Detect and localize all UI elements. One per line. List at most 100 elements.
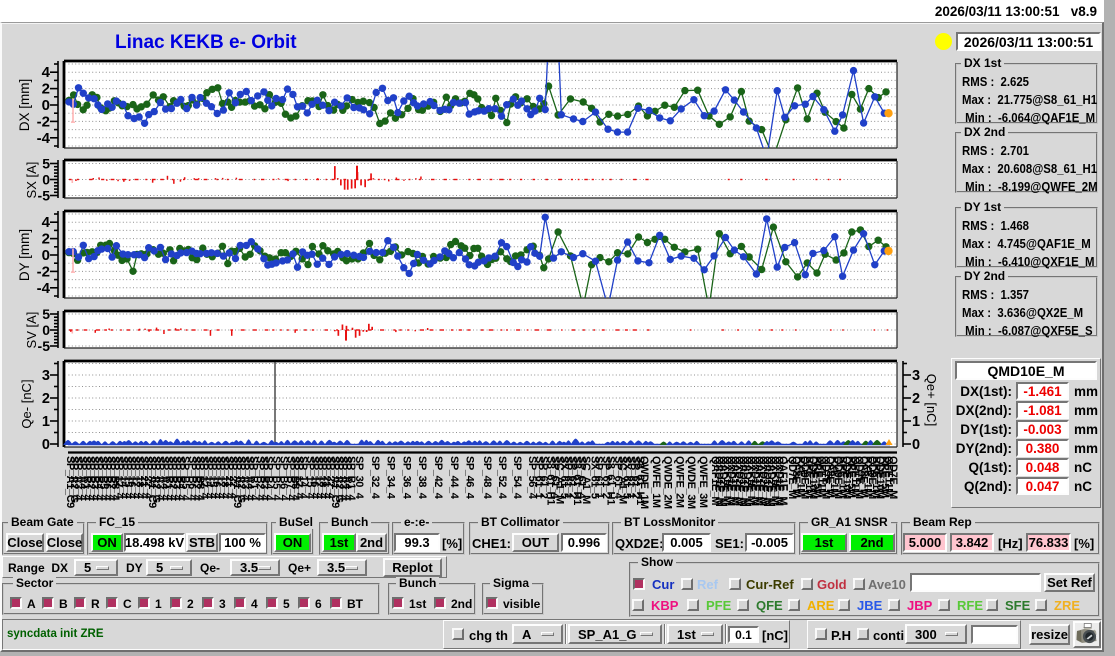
svg-text:SP_46_4: SP_46_4 (464, 456, 476, 500)
svg-text:S8_61_H1: S8_61_H1 (634, 456, 646, 505)
svg-text:SP_22_4: SP_22_4 (142, 456, 154, 500)
svg-text:SP_B3_4: SP_B3_4 (89, 456, 101, 502)
svg-text:SP_12_4: SP_12_4 (198, 456, 210, 500)
svg-text:QDE10M: QDE10M (874, 456, 886, 499)
svg-text:0: 0 (42, 97, 50, 114)
svg-text:SP_30_4: SP_30_4 (353, 456, 365, 500)
svg-text:QFE11M: QFE11M (883, 456, 895, 497)
svg-text:SP_A3_4: SP_A3_4 (337, 456, 349, 502)
svg-text:QAD2E_M: QAD2E_M (741, 456, 753, 507)
svg-text:QD7E_M: QD7E_M (820, 456, 832, 499)
svg-text:SP_B1_4: SP_B1_4 (80, 456, 92, 502)
svg-text:QD9E_M: QD9E_M (866, 456, 878, 499)
svg-text:Qe+ [nC]: Qe+ [nC] (924, 374, 939, 426)
svg-text:PRE_5M: PRE_5M (878, 456, 890, 498)
svg-text:SP_16_4: SP_16_4 (126, 456, 138, 500)
svg-text:QWDE_3M: QWDE_3M (685, 456, 697, 509)
svg-text:SP_B4_4: SP_B4_4 (93, 456, 105, 502)
svg-text:DY [mm]: DY [mm] (17, 229, 32, 281)
svg-text:SP_A4_4: SP_A4_4 (76, 456, 88, 502)
svg-text:SP_22_4: SP_22_4 (227, 456, 239, 500)
svg-text:SP_B1_4: SP_B1_4 (162, 456, 174, 502)
svg-text:SP_A3_4: SP_A3_4 (239, 456, 251, 502)
svg-text:QF8E_M: QF8E_M (857, 456, 869, 498)
svg-text:SC_A1_M: SC_A1_M (616, 456, 628, 504)
svg-text:-2: -2 (37, 113, 50, 130)
svg-text:SP_16_4: SP_16_4 (211, 456, 223, 500)
svg-text:-5: -5 (38, 188, 51, 204)
svg-text:SP_16_4: SP_16_4 (308, 456, 320, 500)
svg-text:QF8E_M: QF8E_M (790, 456, 802, 498)
svg-text:QAF1E_M: QAF1E_M (753, 456, 765, 505)
svg-text:SP_14_4: SP_14_4 (117, 456, 129, 500)
svg-text:0: 0 (42, 172, 50, 188)
svg-text:QXF1E_M: QXF1E_M (745, 456, 757, 505)
svg-text:SP_15_4: SP_15_4 (121, 456, 133, 500)
svg-text:5: 5 (42, 156, 50, 172)
svg-text:SP_A3_4: SP_A3_4 (154, 456, 166, 502)
svg-text:QXD1E_M: QXD1E_M (749, 456, 761, 506)
svg-text:SP_56_4: SP_56_4 (526, 456, 538, 500)
svg-text:SP_B4_4: SP_B4_4 (175, 456, 187, 502)
svg-text:SP_15_4: SP_15_4 (206, 456, 218, 500)
svg-text:SP_44_4: SP_44_4 (448, 456, 460, 500)
svg-text:SP_A1_C9: SP_A1_C9 (64, 456, 76, 508)
svg-text:SP_B7_4: SP_B7_4 (190, 456, 202, 502)
svg-text:QWFE_3M: QWFE_3M (697, 456, 709, 508)
svg-text:QAD2E_M: QAD2E_M (717, 456, 729, 507)
svg-text:QWFE_1M: QWFE_1M (650, 456, 662, 508)
svg-text:SP_22_4: SP_22_4 (325, 456, 337, 500)
svg-text:SP_B2_4: SP_B2_4 (254, 456, 266, 502)
svg-text:S8_61_H1: S8_61_H1 (605, 456, 617, 505)
svg-text:SP_61_1: SP_61_1 (625, 456, 637, 499)
svg-text:SP_B8_4: SP_B8_4 (194, 456, 206, 502)
svg-text:SP_A2_G: SP_A2_G (68, 456, 80, 503)
svg-text:0: 0 (912, 437, 920, 453)
svg-text:SP_14_4: SP_14_4 (297, 456, 309, 500)
svg-text:SP_32_4: SP_32_4 (369, 456, 381, 500)
svg-text:QWFE_2M: QWFE_2M (673, 456, 685, 508)
svg-text:-2: -2 (37, 263, 50, 280)
svg-text:QAD2E_M: QAD2E_M (765, 456, 777, 507)
svg-text:SP_61_4: SP_61_4 (612, 456, 624, 500)
svg-text:SP_B5_4: SP_B5_4 (270, 456, 282, 502)
svg-text:QD9E_M: QD9E_M (832, 456, 844, 499)
svg-text:SP_A2_G: SP_A2_G (235, 456, 247, 503)
svg-text:1: 1 (42, 414, 50, 430)
svg-text:SP_B1_4: SP_B1_4 (345, 456, 357, 502)
svg-text:QXD1E_M: QXD1E_M (725, 456, 737, 506)
svg-text:PRE_5M: PRE_5M (811, 456, 823, 498)
svg-text:QXD2E_M: QXD2E_M (757, 456, 769, 506)
svg-text:PXE_1M: PXE_1M (828, 456, 840, 497)
svg-text:SP_52_4: SP_52_4 (496, 456, 508, 500)
svg-text:SP_61_1: SP_61_1 (562, 456, 574, 499)
svg-text:SP_38_4: SP_38_4 (416, 456, 428, 500)
svg-text:SP_34_4: SP_34_4 (385, 456, 397, 500)
svg-text:SP_B2_4: SP_B2_4 (85, 456, 97, 502)
svg-text:SP_61_1: SP_61_1 (593, 456, 605, 499)
svg-text:QAD1E_M: QAD1E_M (713, 456, 725, 507)
svg-text:SP_54_4: SP_54_4 (511, 456, 523, 500)
svg-text:SP_18_4: SP_18_4 (134, 456, 146, 500)
svg-text:S8_61_H1: S8_61_H1 (545, 456, 557, 505)
svg-text:SP_B6_4: SP_B6_4 (277, 456, 289, 502)
svg-text:SP_B5_4: SP_B5_4 (97, 456, 109, 502)
svg-text:QXF1E_M: QXF1E_M (721, 456, 733, 505)
svg-text:BPE_1M: BPE_1M (870, 456, 882, 498)
svg-text:PXE_1M: PXE_1M (794, 456, 806, 497)
svg-text:SP_48_4: SP_48_4 (481, 456, 493, 500)
svg-text:QD7E_M: QD7E_M (887, 456, 899, 499)
svg-text:QWDE_2M: QWDE_2M (662, 456, 674, 509)
svg-text:SP_18_4: SP_18_4 (219, 456, 231, 500)
svg-text:SP_A3_4: SP_A3_4 (72, 456, 84, 502)
svg-text:QDE10M: QDE10M (841, 456, 853, 499)
svg-text:BPE_1M: BPE_1M (836, 456, 848, 498)
svg-text:SP_61_1: SP_61_1 (533, 456, 545, 499)
svg-text:QAD1E_M: QAD1E_M (761, 456, 773, 507)
svg-text:QAF1E_M: QAF1E_M (777, 456, 789, 505)
svg-text:SP_A4_4: SP_A4_4 (158, 456, 170, 502)
svg-text:QXF1E_M: QXF1E_M (769, 456, 781, 505)
svg-text:SP_B7_4: SP_B7_4 (105, 456, 117, 502)
svg-text:SV [A]: SV [A] (24, 312, 39, 349)
svg-text:2: 2 (912, 391, 920, 407)
